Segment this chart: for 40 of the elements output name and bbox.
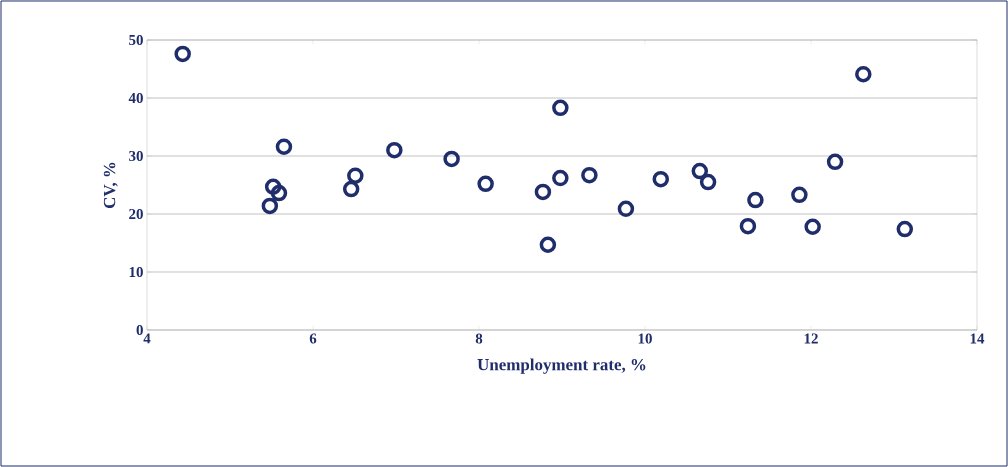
point [264,178,282,195]
point [552,169,569,187]
point [174,45,191,63]
point [261,197,279,215]
x-tick-label: 10 [638,333,652,344]
y-tick-label: 20 [129,208,143,220]
point [581,166,598,184]
point [617,200,635,218]
point [342,180,360,198]
point [347,167,364,184]
point [691,162,709,180]
point [539,236,557,253]
y-axis-title: CV, % [103,162,118,209]
point [552,99,569,117]
point [804,218,821,236]
point [477,175,494,193]
y-tick-label: 50 [129,34,143,46]
y-tick-label: 10 [129,266,143,278]
point [652,170,670,188]
point [699,173,717,191]
x-tick-label: 4 [143,333,151,344]
x-tick-label: 12 [804,333,818,344]
y-tick-label: 30 [129,150,143,162]
point [275,138,293,155]
point [826,153,844,171]
x-axis-title: Unemployment rate, % [477,358,646,374]
point [896,220,914,238]
point [443,150,460,168]
point [386,141,403,159]
y-tick-label: 0 [136,324,143,336]
point [270,184,288,202]
y-tick-label: 40 [128,92,143,104]
point [747,191,764,209]
point [855,65,872,83]
point [791,186,808,204]
x-tick-label: 14 [970,333,985,344]
x-tick-label: 8 [475,333,483,344]
point [739,217,757,235]
point [534,183,552,201]
x-tick-label: 6 [309,333,317,344]
